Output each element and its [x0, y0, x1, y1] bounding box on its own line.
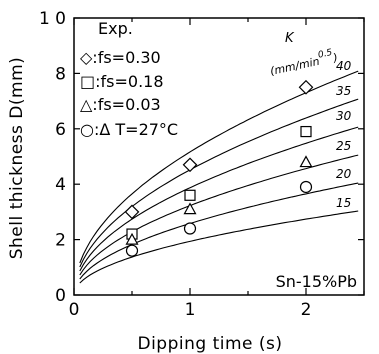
- legend-entry-fs018: □:fs=0.18: [80, 72, 164, 91]
- k-unit-close: ): [331, 51, 339, 65]
- marker-diamond: [298, 79, 314, 95]
- y-tick-label: 1 0: [39, 9, 66, 29]
- marker-square: [184, 189, 196, 201]
- marker-diamond: [182, 157, 198, 173]
- curve-k-20: [79, 182, 359, 280]
- x-axis-label: Dipping time (s): [137, 334, 282, 354]
- k-label: K: [285, 31, 295, 46]
- curve-label-40: 40: [336, 59, 352, 73]
- k-unit-base: (mm/min: [269, 55, 321, 78]
- model-curves: 40 35 30 25 20 15: [79, 59, 359, 284]
- curve-label-30: 30: [336, 109, 352, 123]
- y-tick-label: 0: [55, 286, 66, 306]
- curve-k-15: [79, 210, 359, 284]
- y-axis-label: Shell thickness D(mm): [7, 57, 27, 260]
- marker-triangle: [125, 232, 139, 245]
- curve-label-20: 20: [336, 167, 352, 181]
- curve-label-15: 15: [336, 196, 351, 210]
- curve-label-35: 35: [336, 84, 351, 98]
- x-tick-label: 1: [185, 300, 196, 320]
- legend-title: Exp.: [98, 19, 133, 38]
- curve-label-25: 25: [336, 139, 351, 153]
- marker-circle: [183, 222, 197, 235]
- marker-triangle: [183, 202, 197, 215]
- alloy-annotation: Sn-15%Pb: [276, 272, 357, 291]
- y-tick-label: 8: [55, 64, 66, 84]
- plot-frame: [73, 17, 365, 296]
- y-tick-label: 6: [55, 120, 66, 140]
- legend-entry-fs030: ◇:fs=0.30: [80, 48, 161, 67]
- curve-k-30: [79, 126, 359, 272]
- data-markers: [124, 79, 314, 257]
- x-tick-label: 2: [301, 300, 312, 320]
- legend-entry-dt27: ○:Δ T=27°C: [80, 120, 178, 139]
- y-tick-label: 2: [55, 231, 66, 251]
- legend-entry-fs003: △:fs=0.03: [80, 95, 161, 114]
- k-unit-label: (mm/min0.5): [268, 47, 339, 78]
- marker-triangle: [299, 155, 313, 168]
- marker-diamond: [124, 204, 140, 220]
- marker-circle: [125, 244, 139, 257]
- marker-circle: [299, 180, 313, 194]
- y-tick-label: 4: [55, 175, 66, 195]
- curve-k-40: [79, 70, 359, 264]
- k-unit-exponent: 0.5: [317, 48, 333, 61]
- x-tick-label: 0: [69, 300, 80, 320]
- legend: Exp. ◇:fs=0.30 □:fs=0.18 △:fs=0.03 ○:Δ T…: [80, 19, 178, 139]
- marker-square: [300, 125, 312, 138]
